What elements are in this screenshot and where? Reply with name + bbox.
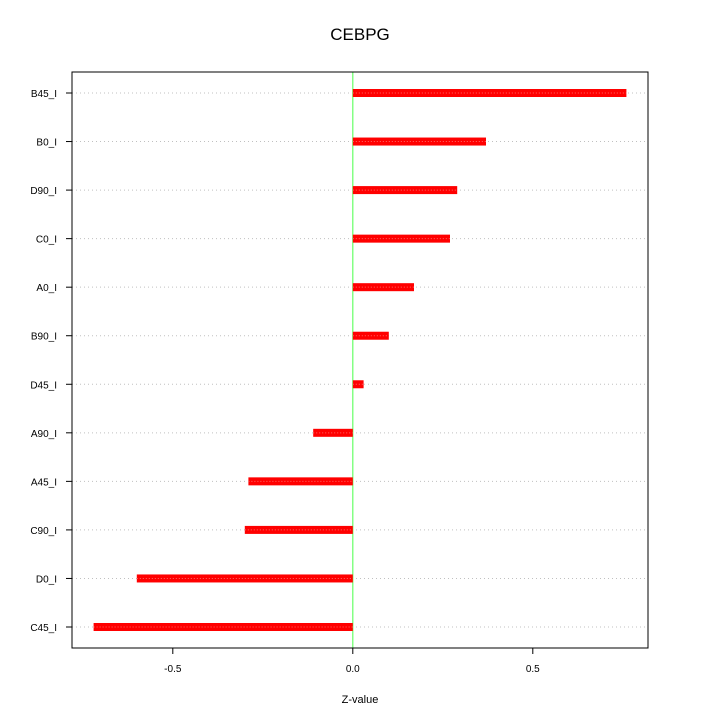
y-tick-label: D0_I xyxy=(36,574,57,585)
y-tick-label: B90_I xyxy=(31,332,57,343)
plot-frame xyxy=(71,71,649,649)
x-axis-label: Z-value xyxy=(342,694,379,706)
bar xyxy=(352,283,414,292)
bar-fill xyxy=(248,477,353,486)
bar xyxy=(136,574,353,583)
x-tick-label: 0.5 xyxy=(526,664,540,675)
bar xyxy=(352,331,389,340)
y-tick-label: D90_I xyxy=(30,186,57,197)
bar xyxy=(352,89,627,97)
bar-fill xyxy=(352,380,364,389)
x-tick-label: -0.5 xyxy=(164,664,182,675)
y-tick-label: A0_I xyxy=(36,283,57,294)
y-tick-label: B0_I xyxy=(36,138,57,149)
bar xyxy=(352,380,364,389)
bar xyxy=(248,477,353,486)
bar xyxy=(352,186,458,195)
x-tick-label: 0.0 xyxy=(346,664,360,675)
bar xyxy=(352,137,486,146)
chart-title: CEBPG xyxy=(330,25,390,44)
y-tick-label: A45_I xyxy=(31,477,57,488)
bar-fill xyxy=(352,89,627,97)
bar xyxy=(93,623,353,631)
y-axis: B45_I B0_I D90_I C0_I A0_I B90_I D45_I A90_I A45… xyxy=(30,89,72,634)
bar-fill xyxy=(313,428,353,437)
y-tick-label: C90_I xyxy=(30,526,57,537)
bar xyxy=(313,428,353,437)
bar-fill xyxy=(352,186,458,195)
y-tick-label: A90_I xyxy=(31,429,57,440)
y-tick-label: C0_I xyxy=(36,235,57,246)
bar xyxy=(352,234,450,243)
y-tick-label: B45_I xyxy=(31,89,57,100)
y-tick-label: C45_I xyxy=(30,623,57,634)
bar-layer xyxy=(93,89,627,631)
bar-fill xyxy=(136,574,353,583)
x-axis: -0.5 0.0 0.5 xyxy=(164,648,540,675)
bar xyxy=(244,525,353,534)
y-tick-label: D45_I xyxy=(30,380,57,391)
